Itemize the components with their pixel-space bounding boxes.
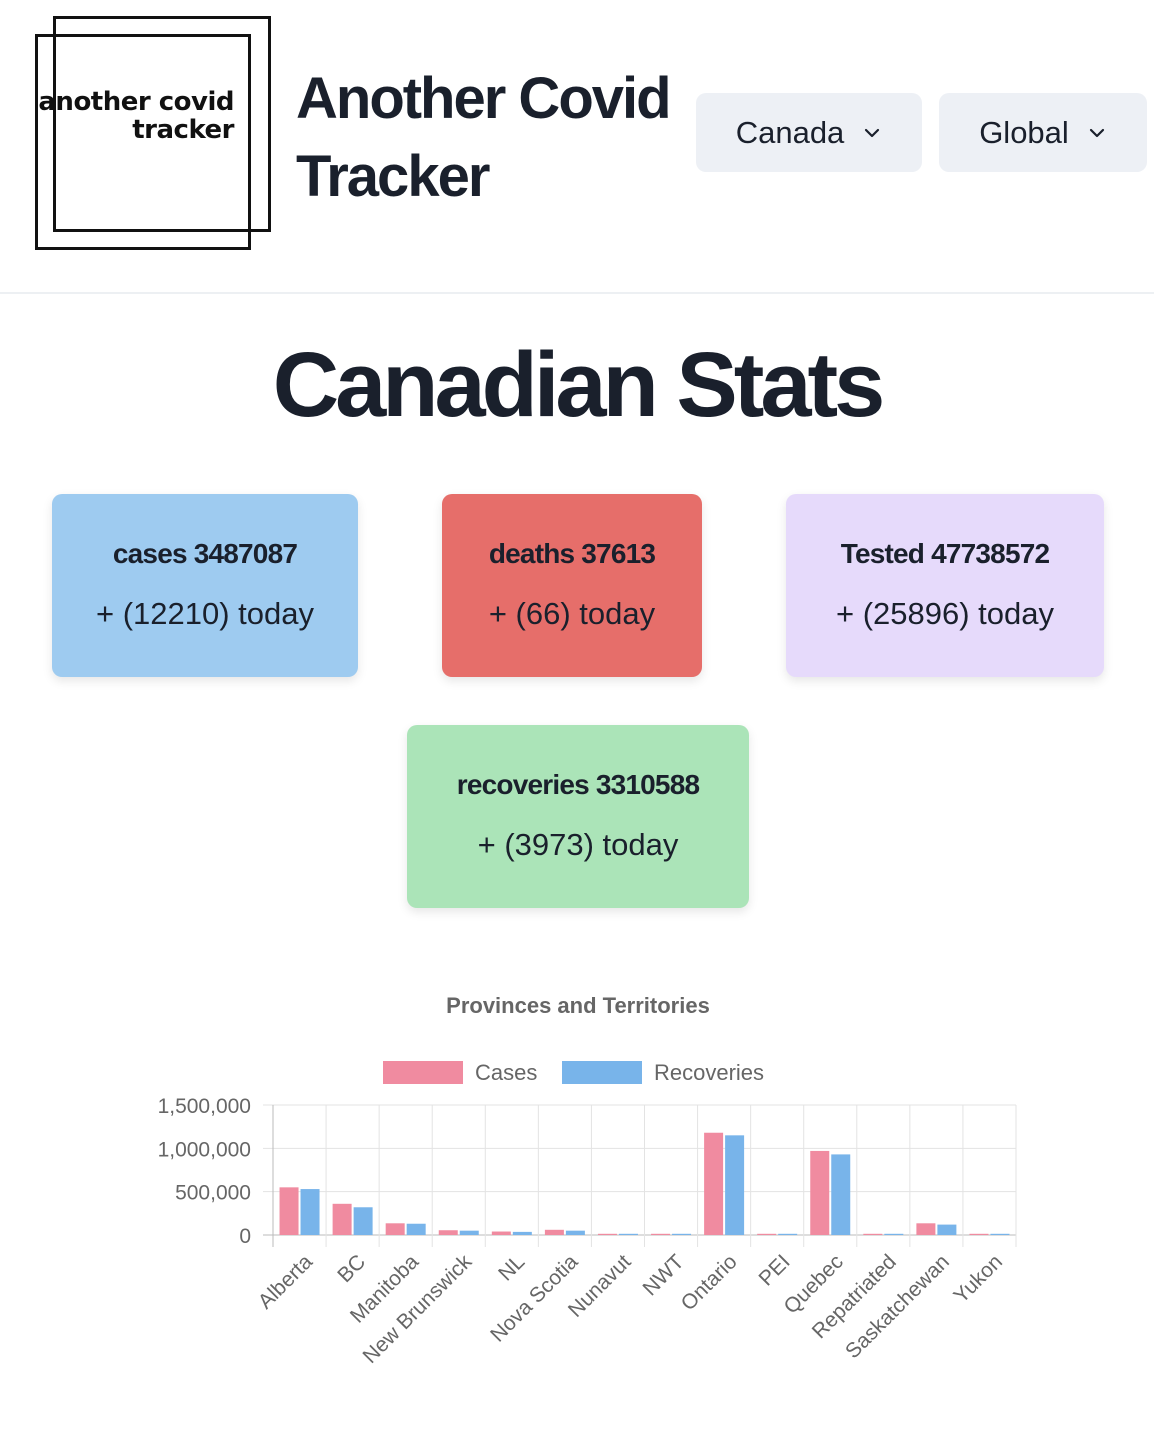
bar-recoveries	[884, 1233, 904, 1235]
deaths-total: deaths 37613	[488, 538, 656, 569]
x-tick-label: BC	[333, 1250, 370, 1287]
site-title-line-2: Tracker	[296, 144, 490, 209]
scope-dropdown[interactable]: Global	[939, 93, 1147, 172]
logo-line-2: tracker	[132, 115, 234, 145]
x-tick-label: Alberta	[254, 1250, 318, 1314]
bar-recoveries	[353, 1207, 373, 1235]
logo-line-1: another covid	[38, 87, 234, 117]
x-tick-label: NWT	[638, 1250, 688, 1300]
bar-recoveries	[831, 1154, 851, 1235]
bar-cases	[332, 1203, 352, 1235]
logo-square-front	[35, 34, 251, 250]
deaths-today: + (66) today	[488, 596, 656, 631]
logo-text: another covid tracker	[14, 88, 234, 144]
y-tick-label: 1,500,000	[158, 1095, 251, 1118]
bar-recoveries	[990, 1233, 1010, 1235]
tested-today: + (25896) today	[835, 596, 1054, 631]
chevron-down-icon	[865, 128, 880, 137]
bar-cases	[491, 1231, 511, 1235]
x-tick-label: PEI	[755, 1250, 795, 1290]
bar-recoveries	[459, 1230, 479, 1235]
bar-recoveries	[300, 1189, 320, 1235]
cases-card: cases 3487087 + (12210) today	[52, 494, 358, 677]
cases-today: + (12210) today	[95, 596, 314, 631]
y-tick-label: 1,000,000	[158, 1138, 251, 1161]
bar-cases	[810, 1150, 830, 1235]
recoveries-card: recoveries 3310588 + (3973) today	[407, 725, 749, 908]
country-dropdown[interactable]: Canada	[696, 93, 922, 172]
logo[interactable]: another covid tracker	[14, 16, 271, 252]
page-title: Canadian Stats	[272, 334, 886, 436]
legend-label-recoveries: Recoveries	[654, 1060, 764, 1085]
recoveries-today: + (3973) today	[477, 827, 679, 862]
tested-card: Tested 47738572 + (25896) today	[786, 494, 1104, 677]
site-header: another covid tracker Another Covid Trac…	[0, 0, 1154, 294]
provinces-bar-chart: Provinces and Territories Cases Recoveries…	[158, 993, 1017, 1368]
bar-recoveries	[725, 1135, 745, 1235]
site-title: Another Covid Tracker	[296, 60, 686, 216]
x-tick-label: Yukon	[949, 1250, 1007, 1308]
x-tick-label: NL	[494, 1250, 529, 1285]
legend-swatch-recoveries	[562, 1061, 642, 1084]
y-tick-label: 500,000	[175, 1182, 251, 1205]
bar-recoveries	[512, 1231, 532, 1235]
country-dropdown-label: Canada	[735, 114, 845, 150]
deaths-card: deaths 37613 + (66) today	[442, 494, 702, 677]
bar-cases	[757, 1233, 777, 1235]
bar-recoveries	[406, 1223, 426, 1235]
y-tick-label: 0	[239, 1225, 251, 1248]
bar-recoveries	[618, 1233, 638, 1235]
bar-cases	[969, 1233, 989, 1235]
bar-cases	[916, 1223, 936, 1235]
site-title-line-1: Another Covid	[296, 66, 672, 131]
bar-cases	[651, 1233, 671, 1235]
bar-recoveries	[672, 1233, 692, 1235]
bar-cases	[544, 1229, 564, 1235]
bar-recoveries	[937, 1224, 957, 1235]
tested-total: Tested 47738572	[840, 538, 1050, 569]
bar-cases	[863, 1233, 883, 1235]
bar-cases	[704, 1132, 724, 1235]
cases-total: cases 3487087	[112, 538, 298, 569]
bar-cases	[597, 1233, 617, 1235]
chevron-down-icon	[1089, 128, 1104, 137]
legend-swatch-cases	[383, 1061, 463, 1084]
x-tick-label: Ontario	[677, 1250, 742, 1315]
bar-recoveries	[565, 1230, 585, 1235]
bar-cases	[438, 1230, 458, 1235]
scope-dropdown-label: Global	[979, 114, 1069, 150]
bar-cases	[385, 1223, 405, 1235]
bar-recoveries	[778, 1233, 798, 1235]
legend-label-cases: Cases	[475, 1060, 537, 1085]
bar-cases	[279, 1187, 299, 1235]
logo-square-back	[53, 16, 271, 232]
chart-title: Provinces and Territories	[446, 993, 710, 1018]
recoveries-total: recoveries 3310588	[456, 769, 700, 800]
